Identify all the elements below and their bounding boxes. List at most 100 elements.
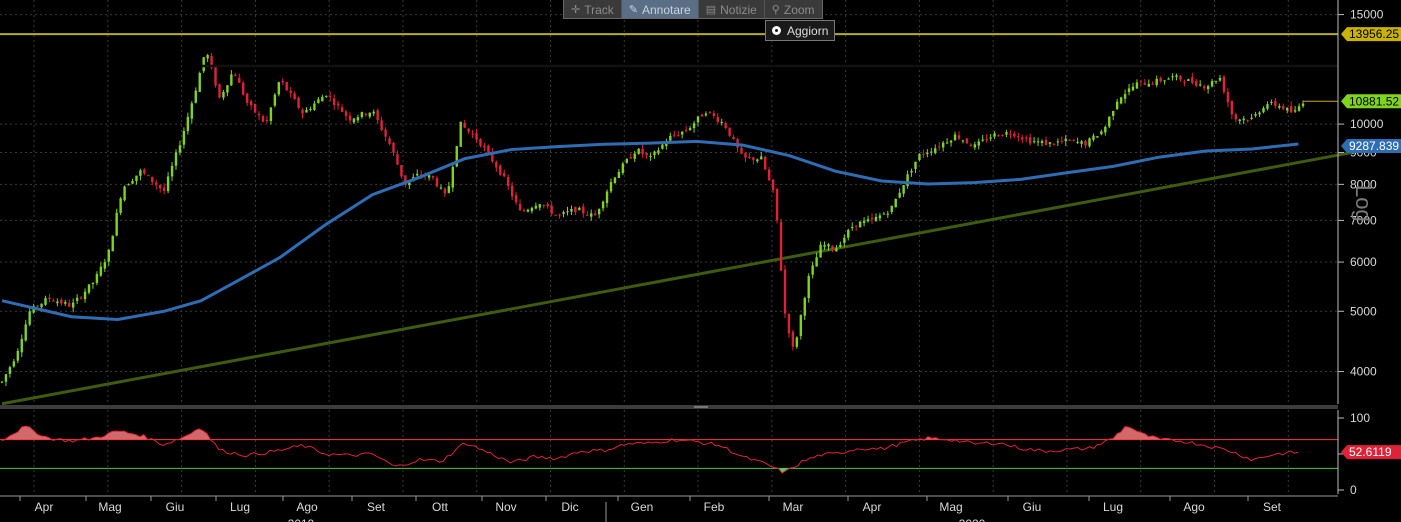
annotate-button[interactable]: ✎ Annotare (621, 0, 699, 18)
candle-body (28, 311, 31, 325)
y-tick-label: 15000 (1350, 8, 1384, 22)
candle (1104, 125, 1107, 136)
candle (870, 213, 874, 224)
candle (649, 152, 652, 161)
candle (1088, 137, 1091, 148)
candle-body (1052, 143, 1056, 145)
candle (1210, 78, 1214, 88)
candle-body (981, 139, 984, 141)
candle (752, 156, 755, 165)
candle-body (158, 184, 162, 189)
candle-body (194, 90, 197, 103)
candle-body (380, 120, 383, 131)
log-scale-label[interactable]: Log (1351, 185, 1376, 222)
candle-body (317, 99, 320, 104)
candle (451, 163, 455, 192)
candle-body (847, 229, 850, 238)
candle (669, 132, 672, 142)
candle-body (1072, 139, 1075, 141)
candle-body (87, 284, 91, 293)
candle-body (1123, 93, 1127, 99)
candle (597, 208, 601, 219)
candle (222, 90, 225, 101)
candle (71, 298, 75, 313)
candle-body (851, 226, 854, 228)
month-label: Apr (35, 500, 54, 514)
candle-body (1025, 137, 1028, 139)
candle-body (226, 85, 229, 93)
candle-body (147, 175, 150, 177)
candle-body (1064, 138, 1067, 141)
update-button[interactable]: Aggiorn (765, 20, 836, 41)
news-button[interactable]: ▤ Notizie (699, 0, 765, 18)
candle (396, 150, 399, 165)
candle (1258, 111, 1261, 117)
candle (297, 96, 300, 110)
candle-body (40, 303, 43, 308)
year-label: 2019 (288, 517, 315, 522)
month-label: Lug (1103, 500, 1123, 514)
candle (1266, 101, 1269, 111)
candle (728, 127, 731, 138)
candle (582, 203, 585, 218)
candle-body (775, 188, 779, 221)
candle-body (332, 98, 336, 105)
candle-body (174, 152, 178, 166)
candle (894, 198, 897, 208)
candle-body (839, 244, 842, 247)
candle-body (546, 204, 549, 207)
candle-body (313, 103, 316, 110)
candle-body (1044, 140, 1048, 146)
candle-body (245, 93, 249, 103)
candle (68, 299, 71, 308)
candle-body (1266, 104, 1269, 109)
candle-body (166, 176, 170, 192)
candle (305, 107, 308, 113)
candle-body (1171, 76, 1174, 78)
candle-body (1293, 110, 1297, 112)
month-label: Set (1263, 500, 1282, 514)
candles (0, 52, 1305, 387)
candle-body (562, 212, 565, 215)
candle-body (874, 216, 878, 221)
candle-body (265, 119, 269, 121)
candle-body (894, 198, 897, 208)
candle-body (182, 131, 186, 145)
candle-body (388, 138, 391, 144)
candle (593, 210, 597, 216)
candle-body (945, 142, 949, 144)
candle-body (1234, 114, 1238, 120)
candle-body (866, 219, 870, 222)
candle-body (340, 107, 344, 112)
candle (866, 215, 870, 223)
candle-body (151, 176, 154, 183)
candle (479, 138, 482, 148)
zoom-button[interactable]: ⚲ Zoom (765, 0, 822, 18)
candle (455, 145, 458, 168)
candle-body (95, 274, 99, 283)
candle-body (720, 122, 723, 124)
candle (329, 91, 332, 102)
candle (902, 185, 905, 198)
candle-body (716, 116, 719, 122)
candle-body (621, 163, 625, 174)
candle (162, 183, 166, 195)
candle-body (898, 192, 901, 198)
candle-body (364, 113, 368, 116)
candle (732, 134, 735, 140)
candle (898, 188, 901, 199)
candle-body (1028, 137, 1032, 144)
candle (143, 168, 146, 176)
candle (989, 134, 992, 142)
candle-body (301, 109, 304, 114)
candle-body (83, 291, 87, 300)
candle (803, 296, 806, 320)
radio-icon (772, 26, 781, 35)
candle (1238, 118, 1241, 125)
candle-body (637, 148, 640, 154)
candle (878, 212, 882, 222)
candle (178, 140, 182, 156)
candle (764, 155, 767, 171)
candle-body (103, 262, 107, 269)
track-button[interactable]: ✛ Track (564, 0, 622, 18)
